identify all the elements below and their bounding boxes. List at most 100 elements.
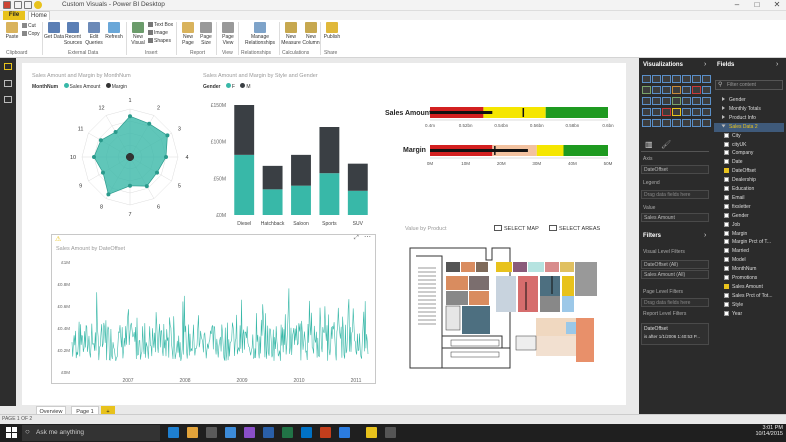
visual-type-icon[interactable]: [662, 119, 671, 127]
fields-search[interactable]: ⚲ Filter content: [715, 80, 783, 90]
checkbox-icon[interactable]: [724, 221, 729, 227]
outlook-icon[interactable]: [301, 427, 312, 438]
powerbi-icon[interactable]: [366, 427, 377, 438]
minimize-button[interactable]: –: [734, 0, 740, 9]
visual-type-icon[interactable]: [702, 108, 711, 116]
visual-type-icon[interactable]: [652, 119, 661, 127]
field-item[interactable]: MonthNum: [714, 265, 784, 274]
visual-type-icon[interactable]: [702, 97, 711, 105]
field-item[interactable]: cityUK: [714, 141, 784, 150]
field-item[interactable]: City: [714, 132, 784, 141]
windows-start-icon[interactable]: [6, 427, 17, 438]
field-item[interactable]: Date: [714, 158, 784, 167]
field-item[interactable]: Married: [714, 247, 784, 256]
field-item[interactable]: Margin Prct of T...: [714, 238, 784, 247]
checkbox-icon[interactable]: [724, 177, 729, 183]
visual-type-icon[interactable]: [672, 119, 681, 127]
checkbox-icon[interactable]: [724, 203, 729, 209]
new-page-button[interactable]: New Page: [178, 22, 198, 46]
page-size-button[interactable]: Page Size: [196, 22, 216, 46]
field-item[interactable]: Year: [714, 310, 784, 319]
page-filter-well[interactable]: Drag data fields here: [641, 298, 709, 307]
field-item[interactable]: Style: [714, 301, 784, 310]
close-button[interactable]: ✕: [773, 0, 781, 9]
visual-type-icon[interactable]: [662, 75, 671, 83]
new-column-button[interactable]: New Column: [301, 22, 321, 46]
field-item[interactable]: Sales Prct of Tot...: [714, 292, 784, 301]
collapse-filters-icon[interactable]: ›: [704, 232, 707, 239]
visual-type-icon[interactable]: [702, 119, 711, 127]
visual-type-icon[interactable]: [662, 97, 671, 105]
field-item[interactable]: Education: [714, 185, 784, 194]
taskbar-search[interactable]: ○ Ask me anything: [22, 425, 160, 441]
checkbox-icon[interactable]: [724, 283, 729, 289]
visual-type-icon[interactable]: [642, 108, 651, 116]
get-data-button[interactable]: Get Data: [44, 22, 64, 40]
field-item[interactable]: DateOffset: [714, 167, 784, 176]
focus-mode-icon[interactable]: ⤢: [354, 235, 359, 241]
checkbox-icon[interactable]: [724, 159, 729, 165]
store-icon[interactable]: [206, 427, 217, 438]
fields-well-icon[interactable]: ▥: [645, 140, 653, 149]
powerpoint-icon[interactable]: [320, 427, 331, 438]
checkbox-icon[interactable]: [724, 257, 729, 263]
maximize-button[interactable]: □: [754, 0, 760, 9]
visual-type-icon[interactable]: [652, 86, 661, 94]
select-areas-button[interactable]: SELECT AREAS: [549, 225, 600, 232]
field-item[interactable]: Gender: [714, 96, 784, 105]
visual-type-icon[interactable]: [652, 75, 661, 83]
field-item[interactable]: Dealership: [714, 176, 784, 185]
checkbox-icon[interactable]: [724, 275, 729, 280]
visual-type-icon[interactable]: [692, 75, 701, 83]
visual-type-icon[interactable]: [692, 108, 701, 116]
filter-sales-amount[interactable]: Sales Amount (All): [641, 270, 709, 279]
checkbox-icon[interactable]: [724, 230, 729, 236]
visual-type-icon[interactable]: [682, 97, 691, 105]
visual-type-icon[interactable]: [642, 119, 651, 127]
refresh-button[interactable]: Refresh: [104, 22, 124, 40]
visual-type-icon[interactable]: [672, 97, 681, 105]
visual-type-icon[interactable]: [682, 86, 691, 94]
edge-icon[interactable]: [168, 427, 179, 438]
field-item[interactable]: Gender: [714, 212, 784, 221]
shapes-button[interactable]: Shapes: [148, 38, 171, 44]
undo-icon[interactable]: [24, 1, 32, 9]
visual-type-icon[interactable]: [702, 75, 711, 83]
checkbox-icon[interactable]: [724, 132, 729, 138]
excel-icon[interactable]: [282, 427, 293, 438]
checkbox-icon[interactable]: [724, 212, 729, 218]
checkbox-icon[interactable]: [724, 141, 729, 147]
visual-type-icon[interactable]: [642, 97, 651, 105]
checkbox-icon[interactable]: [724, 239, 729, 245]
field-item[interactable]: Email: [714, 194, 784, 203]
checkbox-icon[interactable]: [724, 310, 729, 316]
report-filter-card[interactable]: DateOffset is after 1/1/2006 1:40:53 P..…: [641, 323, 709, 345]
checkbox-icon[interactable]: [724, 168, 729, 174]
field-item[interactable]: fixsletter: [714, 203, 784, 212]
page-view-button[interactable]: Page View: [218, 22, 238, 46]
visual-type-icon[interactable]: [692, 86, 701, 94]
visual-type-icon[interactable]: [662, 108, 671, 116]
new-measure-button[interactable]: New Measure: [281, 22, 301, 46]
line-visual-frame[interactable]: [51, 234, 376, 384]
checkbox-icon[interactable]: [724, 301, 729, 307]
manage-relationships-button[interactable]: Manage Relationships: [243, 22, 277, 46]
axis-well[interactable]: DateOffset: [641, 165, 709, 174]
report-view-icon[interactable]: [4, 63, 12, 70]
checkbox-icon[interactable]: [724, 292, 729, 298]
skype-icon[interactable]: [339, 427, 350, 438]
filter-dateoffset[interactable]: DateOffset (All): [641, 260, 709, 269]
checkbox-icon[interactable]: [724, 248, 729, 254]
publish-button[interactable]: Publish: [322, 22, 342, 40]
file-explorer-icon[interactable]: [187, 427, 198, 438]
relationships-view-icon[interactable]: [4, 96, 12, 103]
copy-button[interactable]: Copy: [22, 31, 40, 37]
collapse-viz-icon[interactable]: ›: [704, 61, 707, 68]
image-button[interactable]: Image: [148, 30, 168, 36]
visual-type-icon[interactable]: [642, 86, 651, 94]
visual-type-icon[interactable]: [652, 108, 661, 116]
visual-type-icon[interactable]: [682, 75, 691, 83]
more-options-icon[interactable]: ⋯: [364, 234, 371, 241]
home-tab[interactable]: Home: [28, 11, 50, 20]
text-box-button[interactable]: Text Box: [148, 22, 173, 28]
